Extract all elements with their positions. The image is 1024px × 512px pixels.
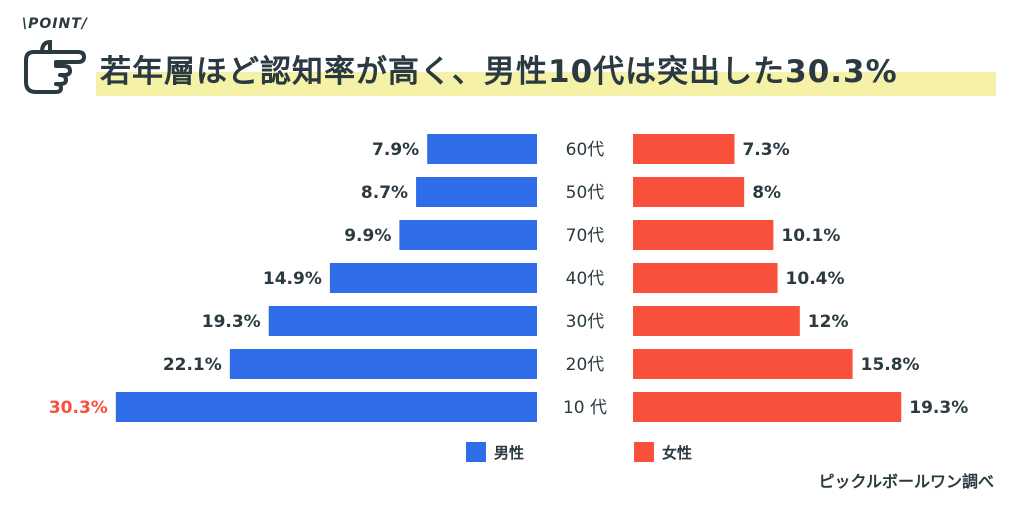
bar-male-1 (416, 177, 537, 207)
data-label-female-0: 7.3% (742, 140, 789, 160)
title-highlight (96, 72, 996, 96)
bar-female-0 (633, 134, 735, 164)
data-label-female-1: 8% (752, 183, 781, 203)
bar-female-3 (633, 263, 778, 293)
legend-label-male: 男性 (494, 444, 524, 462)
data-label-female-6: 19.3% (909, 398, 968, 418)
category-label-2: 70代 (566, 226, 605, 246)
bar-female-2 (633, 220, 774, 250)
pointing-hand-icon (24, 39, 86, 94)
data-label-female-2: 10.1% (781, 226, 840, 246)
legend-swatch-male (466, 442, 486, 462)
bar-male-6 (115, 392, 537, 422)
category-label-6: 10 代 (563, 398, 607, 418)
category-label-5: 20代 (566, 355, 605, 375)
category-label-4: 30代 (566, 312, 605, 332)
legend-label-female: 女性 (662, 444, 692, 462)
page-title: 若年層ほど認知率が高く、男性10代は突出した30.3% (100, 54, 898, 90)
source-note: ピックルボールワン調べ (818, 472, 994, 491)
bar-male-0 (427, 134, 537, 164)
category-label-1: 50代 (566, 183, 605, 203)
bar-male-3 (329, 263, 537, 293)
bar-female-1 (633, 177, 745, 207)
data-label-female-3: 10.4% (786, 269, 845, 289)
data-label-male-2: 9.9% (344, 226, 391, 246)
data-label-male-5: 22.1% (163, 355, 222, 375)
bar-female-6 (633, 392, 902, 422)
data-label-male-3: 14.9% (263, 269, 322, 289)
data-label-female-4: 12% (808, 312, 849, 332)
legend-swatch-female (634, 442, 654, 462)
bar-male-4 (268, 306, 537, 336)
data-label-male-1: 8.7% (361, 183, 408, 203)
bar-female-5 (633, 349, 853, 379)
bar-female-4 (633, 306, 800, 336)
data-label-male-4: 19.3% (202, 312, 261, 332)
category-label-3: 40代 (566, 269, 605, 289)
bar-male-5 (229, 349, 537, 379)
data-label-male-6: 30.3% (49, 398, 108, 418)
data-label-male-0: 7.9% (372, 140, 419, 160)
point-badge: \POINT/ (22, 16, 88, 32)
data-label-female-5: 15.8% (861, 355, 920, 375)
bar-male-2 (399, 220, 537, 250)
category-label-0: 60代 (566, 140, 605, 160)
